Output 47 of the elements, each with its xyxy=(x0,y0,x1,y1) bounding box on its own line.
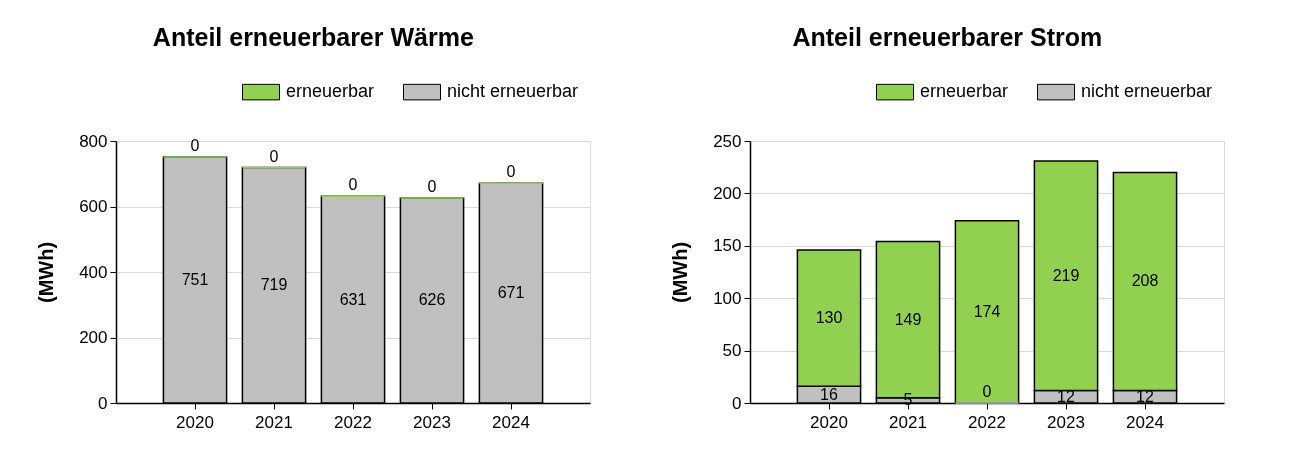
data-label: 751 xyxy=(181,271,209,289)
legend-label: nicht erneuerbar xyxy=(1081,81,1213,102)
y-tick-label: 200 xyxy=(713,183,742,203)
x-tick-label: 2024 xyxy=(1126,412,1164,432)
y-axis-title: (MWh) xyxy=(35,241,58,304)
y-tick-label: 100 xyxy=(713,288,742,308)
y-tick-label: 0 xyxy=(98,393,108,413)
legend-label: erneuerbar xyxy=(286,81,375,102)
x-tick-label: 2021 xyxy=(255,412,293,432)
data-label: 0 xyxy=(506,163,516,181)
legend-label: erneuerbar xyxy=(920,81,1009,102)
data-label: 219 xyxy=(1052,266,1080,284)
bar xyxy=(954,219,1020,404)
x-tick-label: 2021 xyxy=(889,412,927,432)
data-label: 0 xyxy=(982,383,992,400)
y-tick-label: 250 xyxy=(713,131,742,151)
data-label: 0 xyxy=(190,137,200,155)
legend-label: nicht erneuerbar xyxy=(447,81,579,102)
y-tick-label: 600 xyxy=(79,197,108,216)
x-tick-label: 2023 xyxy=(413,412,451,432)
data-label: 16 xyxy=(820,385,838,403)
x-tick-label: 2022 xyxy=(968,412,1006,432)
data-label: 0 xyxy=(348,176,358,194)
y-axis-title: (MWh) xyxy=(669,241,692,304)
y-tick-label: 50 xyxy=(722,341,742,361)
y-tick-label: 400 xyxy=(79,262,108,282)
data-label: 130 xyxy=(815,309,843,327)
y-tick-label: 0 xyxy=(732,393,742,413)
y-tick-label: 200 xyxy=(79,328,108,347)
x-tick-label: 2024 xyxy=(492,412,530,432)
data-label: 208 xyxy=(1131,272,1159,290)
y-tick-label: 800 xyxy=(79,131,108,151)
chart-title: Anteil erneuerbarer Strom xyxy=(792,23,1103,51)
x-tick-label: 2020 xyxy=(176,412,214,432)
data-label: 0 xyxy=(269,147,279,165)
y-tick-label: 150 xyxy=(713,236,742,256)
chart-title: Anteil erneuerbarer Wärme xyxy=(152,23,474,51)
data-label: 631 xyxy=(339,290,367,308)
data-label: 0 xyxy=(427,177,437,195)
data-label: 626 xyxy=(418,291,446,309)
data-label: 719 xyxy=(260,276,288,294)
data-label: 174 xyxy=(973,302,1001,320)
data-label: 671 xyxy=(497,284,525,302)
x-tick-label: 2022 xyxy=(334,412,372,432)
x-tick-label: 2023 xyxy=(1047,412,1085,432)
x-tick-label: 2020 xyxy=(810,412,848,432)
data-label: 149 xyxy=(894,310,922,328)
